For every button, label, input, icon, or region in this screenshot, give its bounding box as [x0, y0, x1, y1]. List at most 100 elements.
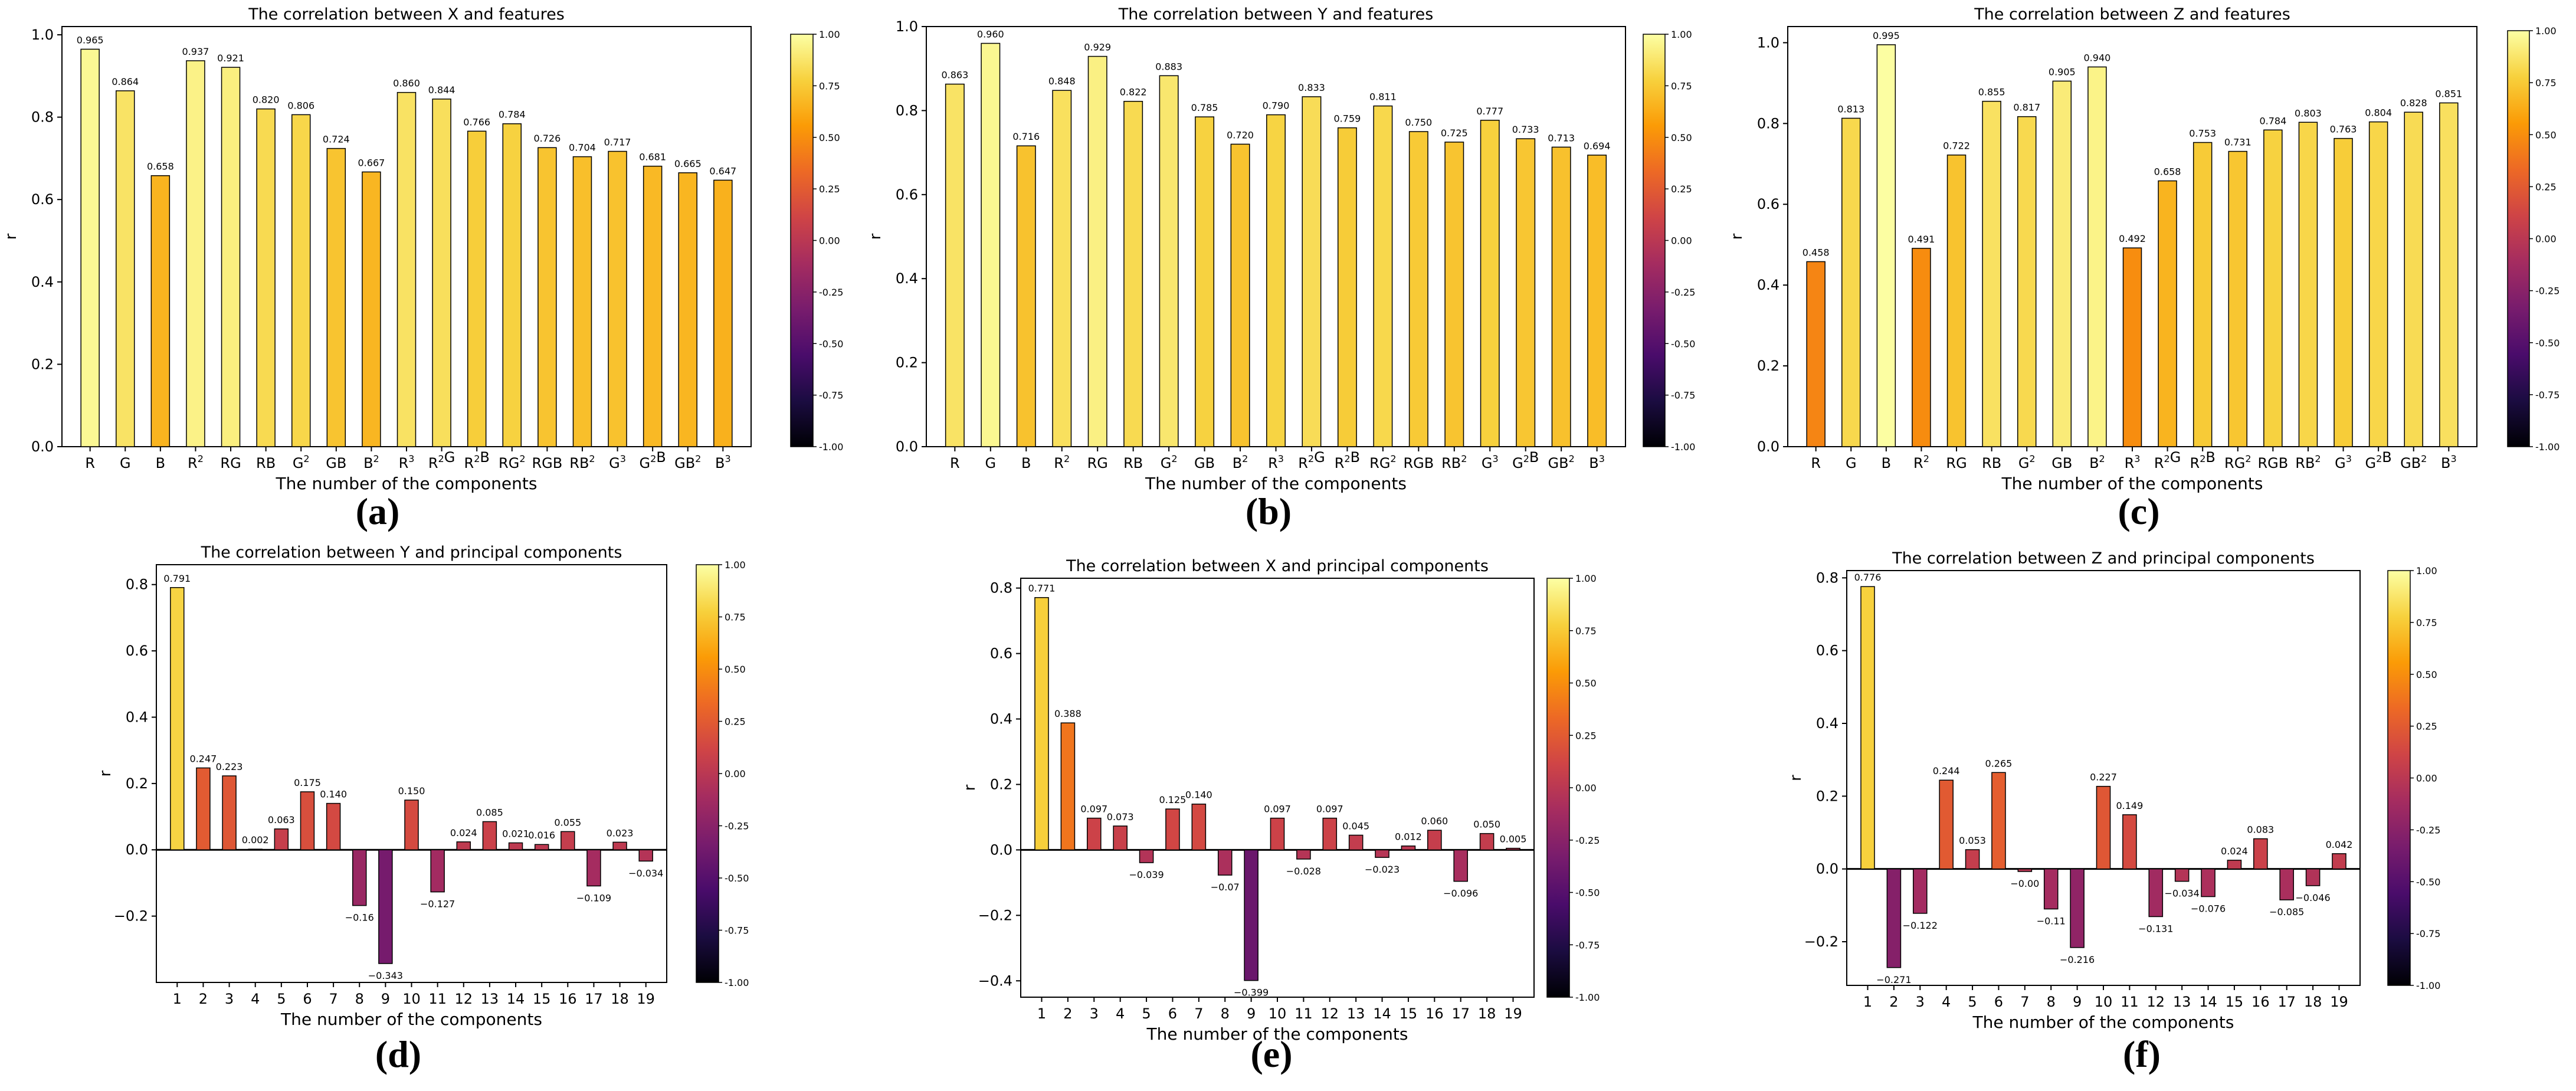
data-label: 0.713 [1548, 132, 1575, 143]
data-label: −0.07 [1211, 882, 1240, 893]
x-tick-label: G2 [293, 453, 310, 471]
bar [2158, 180, 2177, 447]
x-tick-label: GB2 [2400, 453, 2427, 471]
x-tick-label: B3 [715, 453, 731, 471]
x-tick-label: 14 [1373, 1005, 1391, 1022]
x-tick-label: 16 [559, 991, 577, 1007]
bar [502, 123, 522, 447]
data-label: −0.127 [420, 899, 455, 910]
bar [1266, 114, 1286, 447]
x-tick-label: RG2 [499, 453, 525, 471]
colorbar-tick-label: -0.75 [2416, 928, 2440, 939]
y-tick-label: 0.0 [1816, 861, 1838, 877]
data-label: −0.343 [368, 970, 403, 981]
x-tick-label: 16 [1425, 1005, 1444, 1022]
colorbar-tick-label: 0.25 [2535, 181, 2557, 192]
y-tick-label: −0.2 [1804, 933, 1838, 950]
colorbar-tick-label: 0.00 [2416, 773, 2437, 784]
data-label: 0.658 [2154, 166, 2181, 178]
data-label: 0.929 [1084, 42, 1111, 53]
bar [2017, 116, 2037, 447]
x-tick-label: G3 [609, 453, 626, 471]
y-tick-label: 1.0 [896, 18, 918, 35]
bar [221, 67, 241, 447]
colorbar-tick-label: 0.75 [2416, 617, 2437, 628]
data-label: −0.034 [2165, 888, 2200, 899]
data-label: −0.096 [1443, 888, 1478, 899]
x-tick-label: 15 [1400, 1005, 1418, 1022]
colorbar-tick-label: -0.50 [725, 873, 749, 884]
colorbar-tick-label: 0.25 [2416, 721, 2437, 732]
bar [638, 849, 653, 862]
x-axis-label: The number of the components [280, 1010, 542, 1029]
colorbar-tick-label: 0.25 [1671, 184, 1692, 195]
panel-letter-e: (e) [1250, 1033, 1293, 1075]
y-tick-label: 0.0 [126, 841, 148, 858]
x-tick-label: 13 [1347, 1005, 1365, 1022]
data-label: 0.244 [1933, 765, 1960, 777]
data-label: 0.265 [1985, 758, 2013, 769]
x-tick-label: 3 [1916, 994, 1925, 1010]
bar [2122, 814, 2137, 870]
bar [2305, 868, 2321, 886]
y-tick-label: 0.6 [1816, 643, 1838, 659]
data-label: 0.817 [2013, 102, 2040, 113]
bar [1860, 586, 1875, 870]
x-tick-label: R [950, 455, 960, 471]
y-tick-label: 0.8 [896, 102, 918, 119]
data-label: 0.813 [1837, 103, 1864, 114]
chart-title: The correlation between Y and features [1118, 5, 1434, 24]
x-tick-label: R2 [188, 453, 204, 471]
x-tick-label: 1 [1863, 994, 1872, 1010]
data-label: 0.050 [1473, 819, 1500, 830]
colorbar [790, 34, 814, 447]
x-tick-label: 15 [2226, 994, 2244, 1010]
data-label: 0.804 [2365, 107, 2392, 119]
chart-title: The correlation between Z and principal … [1892, 549, 2315, 568]
colorbar-tick-label: -0.75 [819, 390, 843, 401]
bar [1982, 100, 2001, 447]
bar [274, 828, 289, 850]
x-tick-label: 4 [1942, 994, 1951, 1010]
bar [2174, 868, 2190, 882]
bar [1886, 868, 1902, 968]
bar [150, 175, 171, 447]
bar [561, 831, 575, 850]
colorbar-tick-label: -0.25 [2416, 824, 2440, 836]
bar [248, 848, 263, 850]
x-tick-label: 11 [2121, 994, 2139, 1010]
bar [1516, 138, 1536, 447]
data-label: 0.021 [502, 828, 529, 839]
data-label: 0.492 [2119, 233, 2146, 244]
colorbar-tick-label: 1.00 [725, 559, 746, 571]
x-tick-label: GB [326, 455, 346, 471]
data-label: 0.822 [1120, 87, 1147, 98]
x-tick-label: 1 [1037, 1005, 1046, 1022]
data-label: 0.150 [398, 785, 425, 797]
data-label: 0.125 [1159, 794, 1187, 805]
y-tick-label: 0.8 [1757, 115, 1779, 132]
colorbar-tick-label: 1.00 [819, 29, 840, 40]
data-label: 0.724 [323, 134, 350, 145]
x-tick-label: R2 [1913, 453, 1929, 471]
x-tick-label: G2 [2018, 453, 2036, 471]
x-tick-label: R3 [1268, 453, 1284, 471]
bar [1946, 154, 1967, 447]
y-tick-label: 1.0 [31, 27, 54, 43]
bar [1506, 847, 1520, 851]
x-tick-label: 17 [2277, 994, 2296, 1010]
bar [2334, 137, 2353, 447]
bar [1806, 261, 1826, 447]
x-tick-label: B2 [2089, 453, 2105, 471]
x-tick-label: B3 [1589, 453, 1605, 471]
data-label: 0.759 [1334, 113, 1361, 125]
y-tick-label: 1.0 [1757, 34, 1779, 51]
panel-letter-b: (b) [1245, 490, 1292, 532]
x-tick-label: 2 [1063, 1005, 1072, 1022]
x-axis-label: The number of the components [276, 474, 538, 493]
colorbar-tick-label: -0.50 [2416, 876, 2440, 887]
data-label: −0.16 [345, 912, 374, 923]
colorbar-tick-label: -0.75 [1575, 939, 1600, 951]
bar [1296, 849, 1311, 860]
panel-letter-a: (a) [355, 490, 400, 532]
